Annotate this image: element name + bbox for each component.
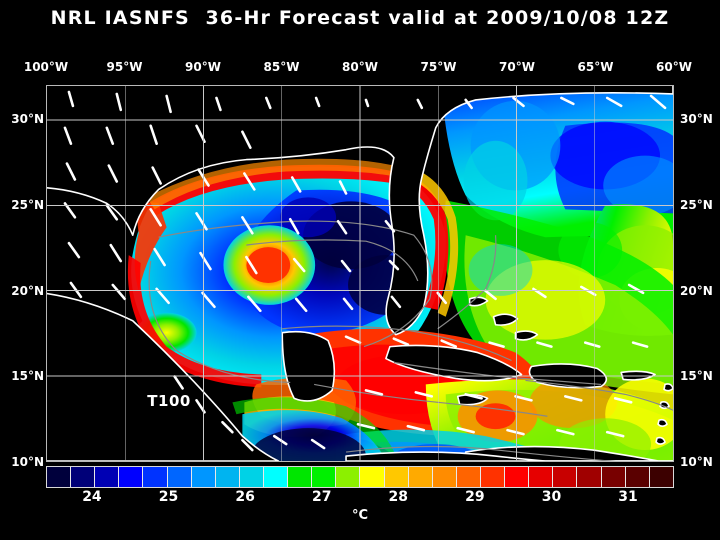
sst-field: T100: [47, 86, 673, 461]
map-annotation-t100: T100: [147, 392, 191, 410]
lat-tick-right-30: 30°N: [680, 112, 713, 127]
lat-tick-left-25: 25°N: [11, 197, 44, 212]
colorbar-tick-27: 27: [311, 489, 332, 505]
lat-tick-left-10: 10°N: [11, 455, 44, 469]
colorbar-swatch-25: [649, 467, 673, 487]
colorbar[interactable]: [46, 466, 674, 488]
colorbar-swatch-6: [191, 467, 216, 487]
colorbar-swatch-3: [119, 467, 144, 487]
lat-tick-right-15: 15°N: [680, 369, 713, 384]
colorbar-swatch-19: [505, 467, 530, 487]
lon-tick--95: 95°W: [106, 60, 143, 74]
colorbar-unit-label: °C: [351, 508, 369, 523]
colorbar-swatch-20: [529, 467, 554, 487]
current-vectors: [63, 90, 667, 452]
colorbar-ticks: 24 25 26 27 28 29 30 31: [46, 489, 674, 507]
colorbar-swatch-15: [408, 467, 433, 487]
colorbar-tick-28: 28: [388, 489, 409, 505]
colorbar-swatch-0: [47, 467, 72, 487]
colorbar-swatch-2: [95, 467, 120, 487]
colorbar-swatch-14: [384, 467, 409, 487]
map-frame[interactable]: T100: [46, 85, 674, 462]
colorbar-tick-31: 31: [618, 489, 638, 505]
map-gridlines: [47, 86, 673, 461]
colorbar-swatch-1: [71, 467, 96, 487]
longitude-axis: 100°W 95°W 90°W 85°W 80°W 75°W 70°W 65°W 60°W: [0, 60, 720, 76]
colorbar-swatch-18: [480, 467, 506, 487]
colorbar-tick-26: 26: [235, 489, 255, 505]
lon-tick--75: 75°W: [420, 60, 457, 74]
colorbar-swatch-9: [263, 467, 289, 487]
colorbar-swatch-17: [456, 467, 481, 487]
colorbar-swatch-10: [288, 467, 313, 487]
colorbar-swatch-5: [167, 467, 192, 487]
colorbar-swatch-8: [239, 467, 264, 487]
lon-tick--60: 60°W: [656, 60, 692, 74]
lat-tick-left-15: 15°N: [11, 369, 44, 384]
colorbar-swatch-12: [336, 467, 361, 487]
lon-tick--70: 70°W: [499, 60, 535, 74]
map-svg: [47, 86, 673, 461]
colorbar-swatch-23: [601, 467, 626, 487]
colorbar-swatch-22: [577, 467, 602, 487]
colorbar-swatch-21: [553, 467, 578, 487]
lon-tick--85: 85°W: [263, 60, 300, 74]
colorbar-tick-30: 30: [541, 489, 562, 505]
lon-tick--90: 90°W: [185, 60, 221, 74]
colorbar-swatch-7: [215, 467, 240, 487]
colorbar-tick-25: 25: [158, 489, 179, 505]
colorbar-swatch-24: [625, 467, 650, 487]
lon-tick--65: 65°W: [577, 60, 614, 74]
colorbar-swatch-13: [360, 467, 385, 487]
colorbar-swatch-11: [312, 467, 337, 487]
depth-contours: [148, 220, 673, 461]
colorbar-tick-24: 24: [82, 489, 102, 505]
lon-tick--100: 100°W: [23, 60, 69, 74]
colorbar-swatch-4: [143, 467, 168, 487]
page-title: NRL IASNFS 36-Hr Forecast valid at 2009/…: [50, 7, 670, 29]
lat-tick-left-20: 20°N: [11, 283, 44, 298]
lat-tick-left-30: 30°N: [11, 112, 44, 127]
colorbar-swatch-16: [432, 467, 457, 487]
lat-tick-right-10: 10°N: [680, 455, 713, 469]
lat-tick-right-20: 20°N: [680, 283, 713, 298]
lat-tick-right-25: 25°N: [680, 197, 713, 212]
lon-tick--80: 80°W: [342, 60, 378, 74]
colorbar-tick-29: 29: [465, 489, 485, 505]
